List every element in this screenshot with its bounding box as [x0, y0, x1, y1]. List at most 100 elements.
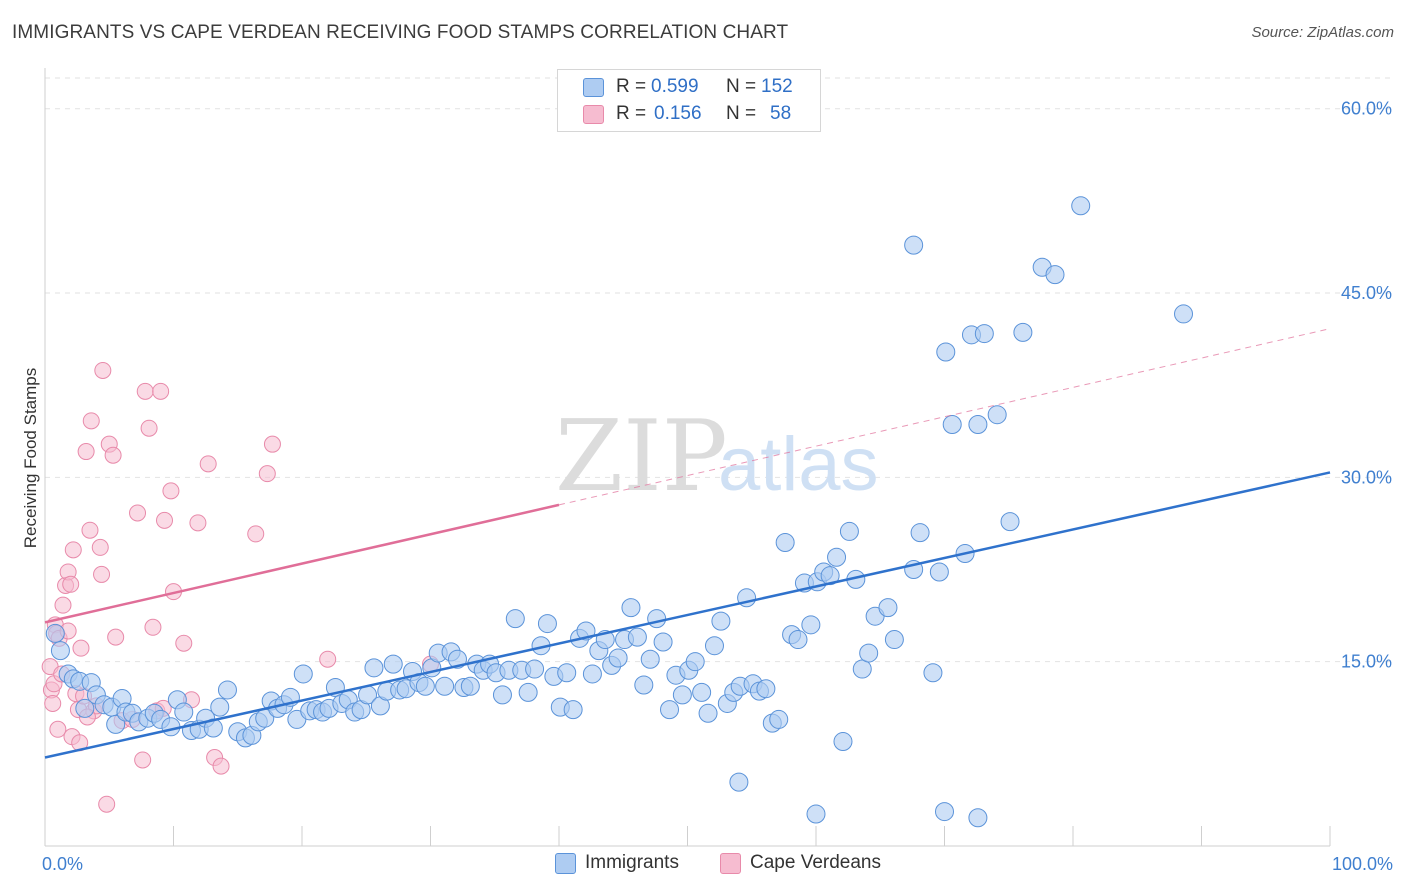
point-immigrants	[653, 632, 673, 652]
legend-n-label: N =	[726, 76, 757, 97]
point-immigrants	[942, 415, 962, 435]
point-cape-verdeans	[81, 521, 99, 539]
x-tick-label: 100.0%	[1332, 854, 1393, 874]
point-cape-verdeans	[93, 565, 111, 583]
point-immigrants	[492, 685, 512, 705]
point-immigrants	[75, 698, 95, 718]
point-immigrants	[987, 405, 1007, 425]
point-immigrants	[647, 609, 667, 629]
point-cape-verdeans	[54, 596, 72, 614]
y-tick-label: 60.0%	[1341, 99, 1392, 119]
point-immigrants	[525, 659, 545, 679]
point-cape-verdeans	[140, 419, 158, 437]
point-immigrants	[788, 630, 808, 650]
point-immigrants	[910, 523, 930, 543]
point-immigrants	[537, 614, 557, 634]
point-cape-verdeans	[175, 634, 193, 652]
point-immigrants	[904, 235, 924, 255]
point-cape-verdeans	[77, 443, 95, 461]
legend-r-value: 0.156	[654, 103, 702, 124]
point-immigrants	[685, 652, 705, 672]
point-cape-verdeans	[91, 538, 109, 556]
point-cape-verdeans	[162, 482, 180, 500]
point-cape-verdeans	[62, 575, 80, 593]
watermark-zip: ZIP	[555, 400, 728, 514]
point-immigrants	[729, 772, 749, 792]
point-immigrants	[45, 623, 65, 643]
point-immigrants	[775, 532, 795, 552]
point-cape-verdeans	[136, 382, 154, 400]
legend-n-value: 58	[770, 103, 792, 124]
point-cape-verdeans	[94, 361, 112, 379]
point-cape-verdeans	[107, 628, 125, 646]
tick-labels: 15.0% 30.0% 45.0% 60.0% 0.0% 100.0%	[42, 99, 1393, 874]
watermark: ZIP atlas	[555, 400, 879, 514]
point-immigrants	[884, 630, 904, 650]
point-immigrants	[1071, 196, 1091, 216]
point-cape-verdeans	[72, 639, 90, 657]
watermark-atlas: atlas	[718, 422, 879, 507]
point-cape-verdeans	[44, 694, 62, 712]
point-cape-verdeans	[258, 465, 276, 483]
point-immigrants	[827, 547, 847, 567]
point-cape-verdeans	[199, 455, 217, 473]
legend-row-cape-verdeans: R = 0.156 N = 58	[558, 101, 820, 127]
legend-row-immigrants: R = 0.599 N = 152	[558, 74, 820, 100]
x-tick-label: 0.0%	[42, 854, 83, 874]
point-immigrants	[563, 700, 583, 720]
point-cape-verdeans	[263, 435, 281, 453]
trend-line-immigrants	[44, 471, 1331, 759]
point-immigrants	[415, 676, 435, 696]
point-immigrants	[929, 562, 949, 582]
point-immigrants	[1013, 322, 1033, 342]
point-immigrants	[161, 717, 181, 737]
legend-r-label: R =	[616, 103, 647, 124]
source-credit: Source: ZipAtlas.com	[1251, 24, 1394, 41]
point-immigrants	[1174, 304, 1194, 324]
point-immigrants	[711, 611, 731, 631]
bottom-legend-label-immigrants: Immigrants	[585, 852, 679, 873]
y-tick-label: 15.0%	[1341, 652, 1392, 672]
trend-lines	[44, 328, 1331, 759]
grid-lines	[45, 77, 1392, 663]
point-immigrants	[692, 682, 712, 702]
y-tick-label: 30.0%	[1341, 467, 1392, 487]
legend-r-label: R =	[616, 76, 647, 97]
point-cape-verdeans	[64, 541, 82, 559]
series-immigrants	[45, 196, 1194, 828]
point-immigrants	[460, 676, 480, 696]
legend-swatch-immigrants	[583, 78, 604, 97]
bottom-legend-swatch-cape-verdeans	[720, 853, 741, 874]
point-immigrants	[627, 627, 647, 647]
point-immigrants	[801, 615, 821, 635]
point-immigrants	[505, 609, 525, 629]
point-immigrants	[660, 700, 680, 720]
point-immigrants	[582, 664, 602, 684]
point-immigrants	[806, 804, 826, 824]
bottom-legend-label-cape-verdeans: Cape Verdeans	[750, 852, 881, 873]
trend-line-cape-verdeans	[44, 503, 560, 624]
point-immigrants	[833, 732, 853, 752]
legend-n-label: N =	[726, 103, 757, 124]
axes	[44, 68, 1331, 847]
point-immigrants	[640, 649, 660, 669]
point-immigrants	[447, 649, 467, 669]
legend-n-value: 152	[761, 76, 793, 97]
legend: R = 0.599 N = 152 R = 0.156 N = 58	[557, 69, 821, 132]
point-immigrants	[852, 659, 872, 679]
point-immigrants	[974, 324, 994, 344]
point-immigrants	[820, 566, 840, 586]
point-cape-verdeans	[152, 382, 170, 400]
chart-title: IMMIGRANTS VS CAPE VERDEAN RECEIVING FOO…	[12, 22, 789, 43]
point-immigrants	[698, 703, 718, 723]
point-cape-verdeans	[319, 650, 337, 668]
legend-r-value: 0.599	[651, 76, 699, 97]
point-immigrants	[968, 415, 988, 435]
point-immigrants	[878, 598, 898, 618]
y-axis-label: Receiving Food Stamps	[21, 368, 40, 548]
point-immigrants	[756, 679, 776, 699]
point-immigrants	[174, 702, 194, 722]
point-cape-verdeans	[98, 795, 116, 813]
point-immigrants	[106, 714, 126, 734]
